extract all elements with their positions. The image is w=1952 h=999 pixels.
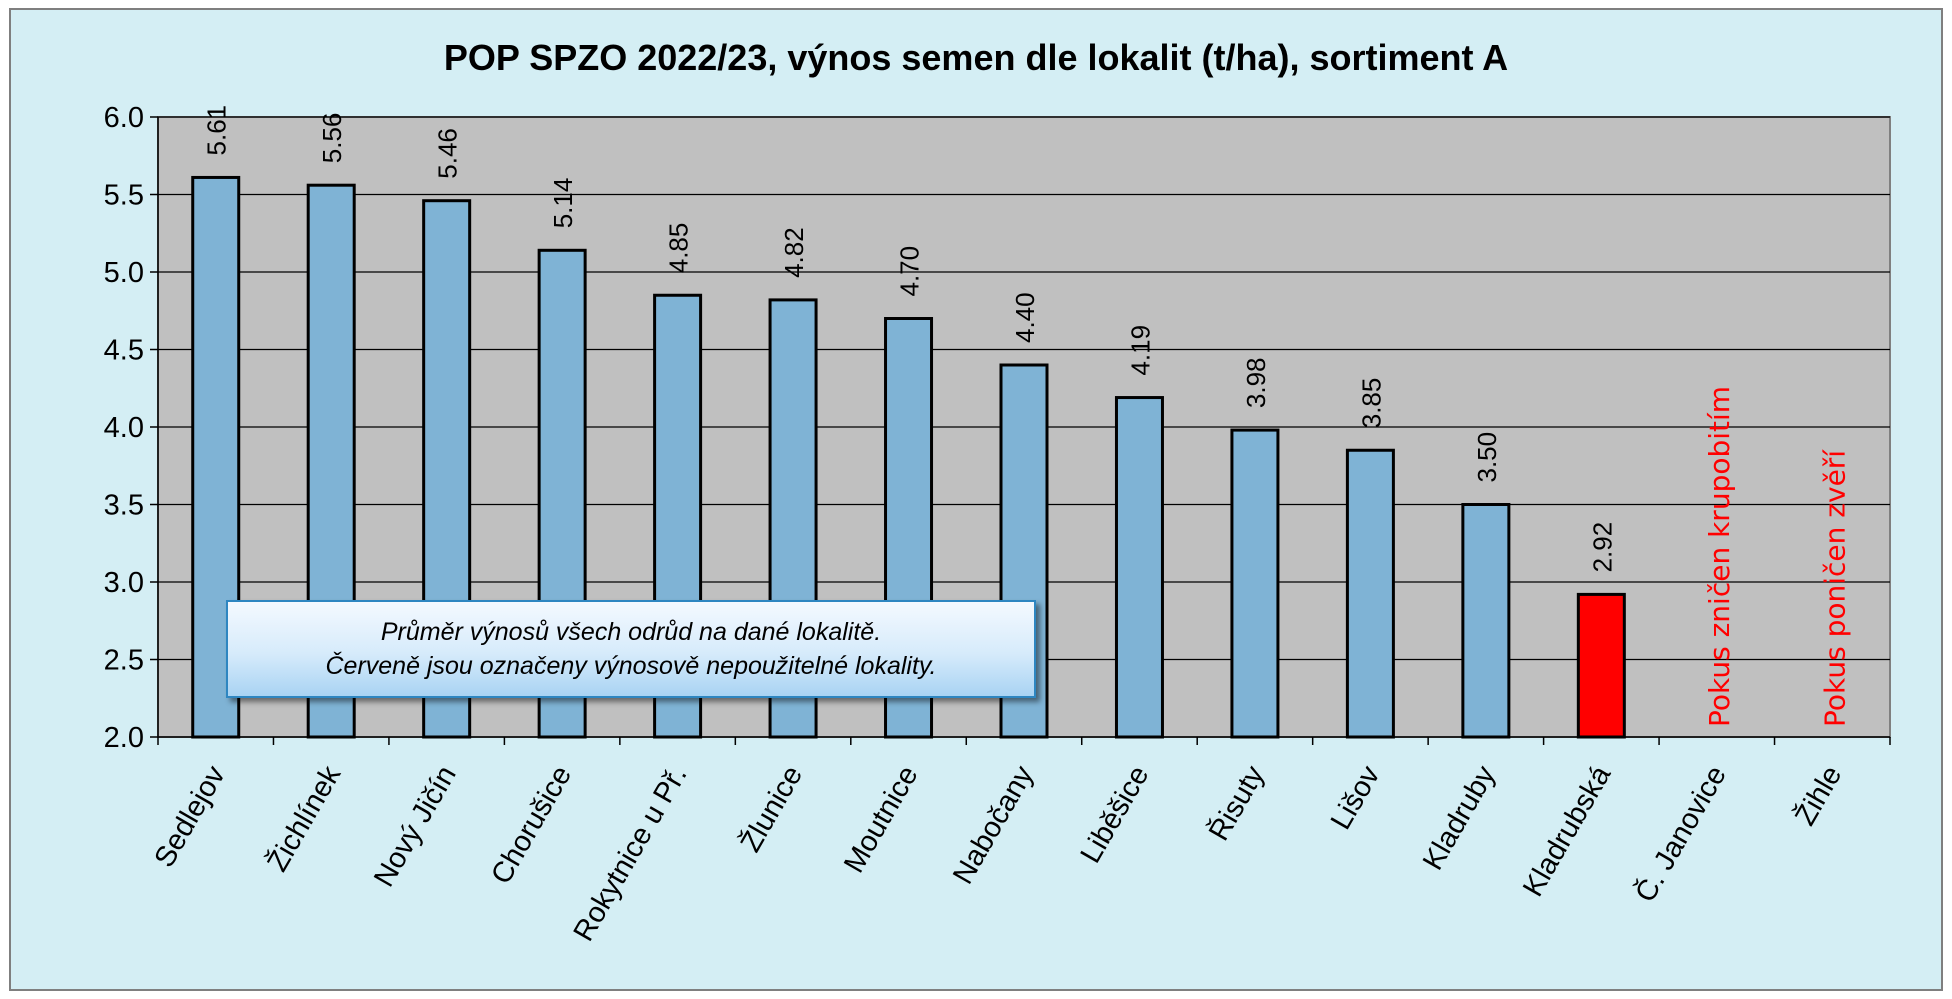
- bar: [1461, 503, 1511, 739]
- bar: [1345, 448, 1395, 739]
- note-line-1: Průměr výnosů všech odrůd na dané lokali…: [380, 618, 882, 646]
- data-label: 4.19: [1125, 325, 1155, 376]
- annotation: Pokus poničen zvěří: [1818, 449, 1851, 727]
- data-label: 3.98: [1241, 357, 1271, 408]
- note-box: Průměr výnosů všech odrůd na dané lokali…: [226, 600, 1036, 698]
- y-tick-label: 6.0: [104, 102, 144, 134]
- data-label: 4.40: [1010, 292, 1040, 343]
- bar: [1230, 428, 1280, 739]
- annotations: Pokus zničen krupobitím Pokus poničen zvě…: [1703, 386, 1851, 727]
- y-tick-label: 2.0: [104, 722, 144, 754]
- data-label: 5.61: [202, 105, 232, 156]
- data-label: 4.82: [779, 227, 809, 278]
- data-label: 3.85: [1356, 378, 1386, 429]
- y-tick-label: 4.0: [104, 412, 144, 444]
- y-tick-label: 2.5: [104, 645, 144, 677]
- data-labels: 5.61 5.56 5.46 5.14 4.85 4.82 4.70 4.40 4.19 3.98…: [202, 105, 1618, 573]
- bar: [1114, 396, 1164, 739]
- annotation: Pokus zničen krupobitím: [1703, 386, 1736, 727]
- data-label: 2.92: [1587, 522, 1617, 573]
- data-label: 5.56: [317, 113, 347, 164]
- chart-title: POP SPZO 2022/23, výnos semen dle lokali…: [444, 37, 1508, 78]
- y-tick-label: 5.5: [104, 180, 144, 212]
- y-tick-label: 3.0: [104, 567, 144, 599]
- bar: [1576, 592, 1626, 739]
- note-line-2: Červeně jsou označeny výnosově nepoužite…: [325, 652, 937, 680]
- y-tick-label: 5.0: [104, 257, 144, 289]
- data-label: 4.70: [895, 246, 925, 297]
- y-tick-label: 3.5: [104, 490, 144, 522]
- data-label: 4.85: [664, 223, 694, 274]
- y-tick-label: 4.5: [104, 335, 144, 367]
- data-label: 5.14: [548, 178, 578, 229]
- data-label: 3.50: [1472, 432, 1502, 483]
- data-label: 5.46: [433, 128, 463, 179]
